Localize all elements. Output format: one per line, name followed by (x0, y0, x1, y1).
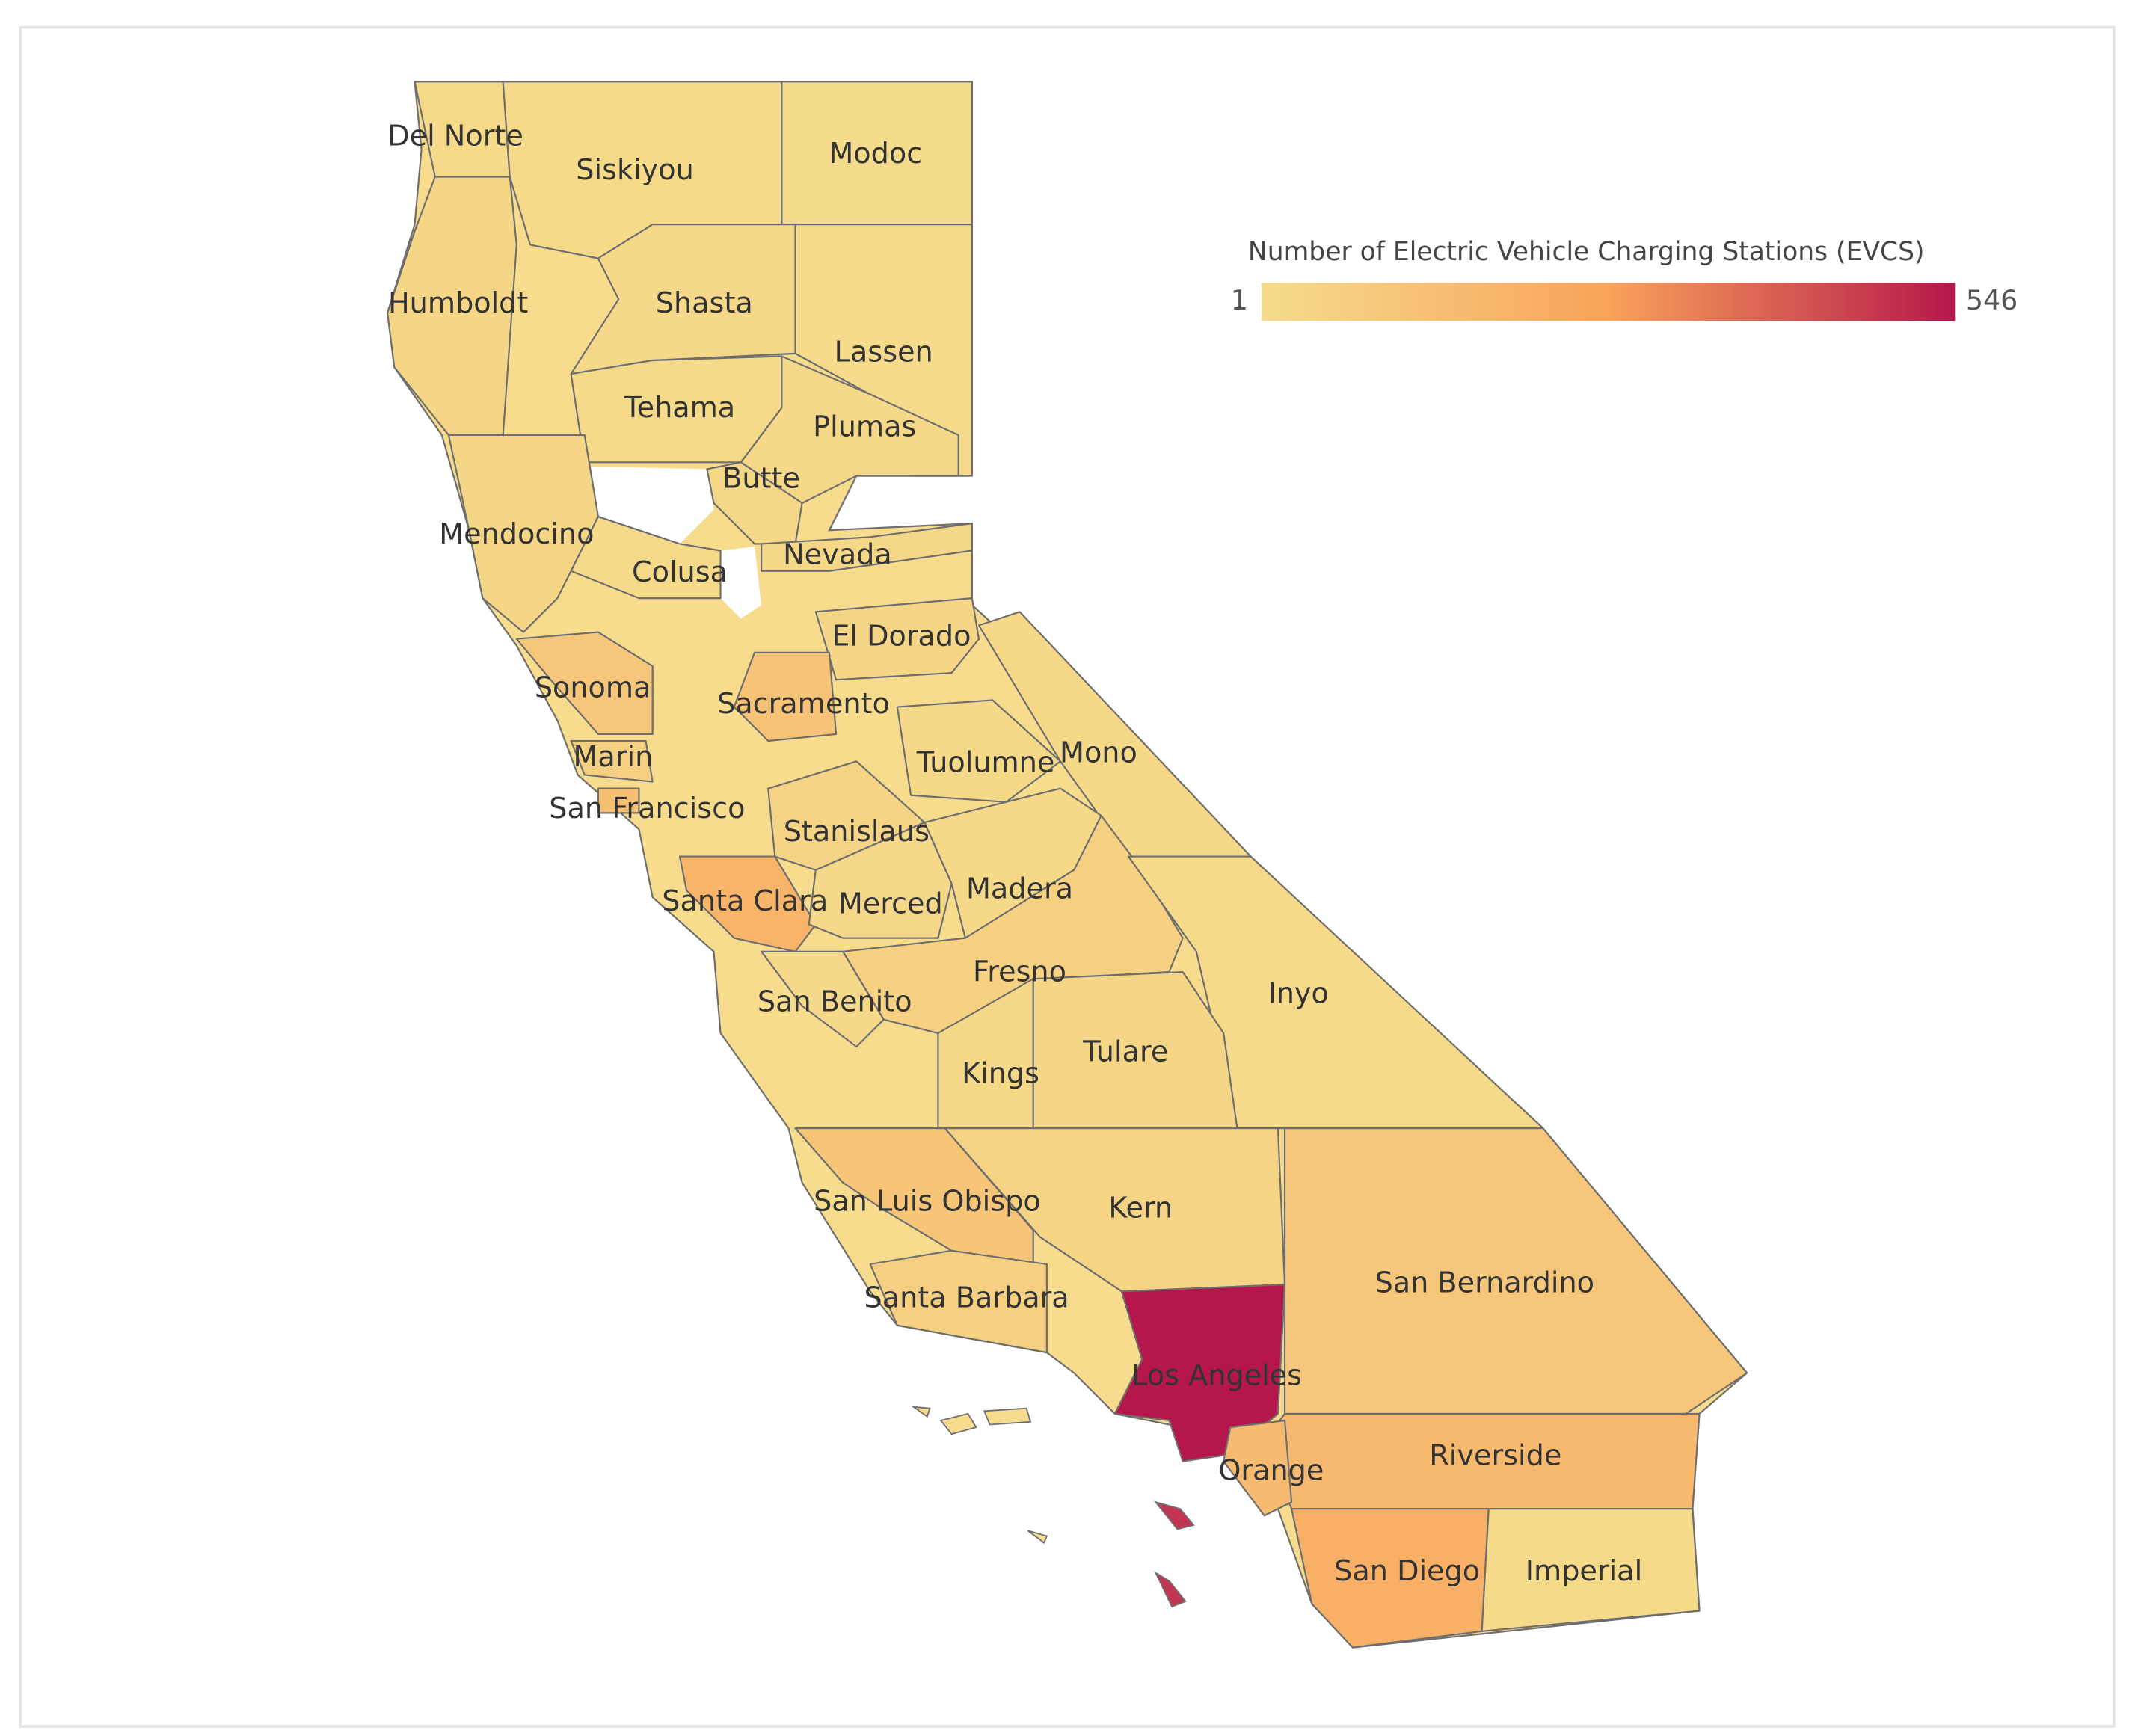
county-label: San Luis Obispo (814, 1186, 1041, 1219)
island (911, 1406, 931, 1418)
county-label: Nevada (783, 538, 892, 571)
county-label: Tuolumne (916, 746, 1055, 779)
county-label: Del Norte (387, 120, 523, 153)
county (570, 224, 796, 375)
legend-colorbar (1262, 283, 1956, 321)
county (597, 787, 640, 814)
county (896, 699, 1062, 803)
county (1481, 1508, 1701, 1632)
county-label: San Diego (1334, 1555, 1480, 1588)
legend-max: 546 (1966, 284, 2018, 316)
county (1223, 1419, 1293, 1517)
county (1113, 1284, 1286, 1462)
legend-title: Number of Electric Vehicle Charging Stat… (1248, 237, 1925, 267)
county-label: Modoc (829, 138, 922, 170)
county-label: Los Angeles (1131, 1359, 1302, 1392)
county-label: Inyo (1268, 977, 1329, 1010)
county (570, 515, 722, 600)
county-label: Merced (838, 887, 943, 920)
county (447, 434, 600, 633)
county-label: Lassen (835, 336, 933, 369)
county-label: El Dorado (832, 620, 971, 653)
county (1291, 1508, 1490, 1649)
county-label: Tehama (624, 392, 735, 425)
county-label: Fresno (973, 955, 1066, 988)
county-label: Mendocino (439, 518, 594, 551)
county-label: Sonoma (535, 671, 651, 704)
county-label: Mono (1060, 737, 1137, 770)
county (515, 631, 654, 736)
county (570, 739, 654, 783)
county (760, 950, 885, 1048)
county-label: Tulare (1082, 1036, 1168, 1069)
county-label: Madera (966, 872, 1073, 905)
island (1027, 1530, 1048, 1545)
county-label: Plumas (813, 410, 916, 443)
county-label: Stanislaus (784, 816, 930, 849)
county-label: Shasta (656, 287, 753, 320)
county (1032, 970, 1238, 1130)
county-label: Sacramento (717, 688, 890, 721)
county-label: San Francisco (549, 792, 745, 825)
county (1283, 1127, 1748, 1415)
county-label: Orange (1218, 1455, 1324, 1488)
island (983, 1407, 1032, 1426)
county-label: Kern (1108, 1192, 1173, 1225)
county-label: Santa Clara (662, 885, 828, 918)
county-label: Santa Barbara (864, 1282, 1069, 1315)
county-label: Butte (722, 462, 800, 495)
county-label: Siskiyou (576, 154, 694, 187)
county-label: Colusa (632, 556, 728, 589)
county-label: Imperial (1526, 1555, 1642, 1588)
valley-gap (720, 547, 762, 619)
county (760, 523, 973, 572)
island (939, 1412, 977, 1435)
county-label: San Benito (758, 985, 912, 1018)
county-label: Kings (962, 1058, 1039, 1091)
county (869, 1249, 1048, 1354)
island (1154, 1571, 1187, 1608)
county (733, 651, 838, 742)
county-label: San Bernardino (1375, 1267, 1595, 1300)
county-label: Marin (574, 741, 654, 774)
legend-min: 1 (1231, 284, 1248, 316)
county-label: Humboldt (388, 287, 528, 320)
county (740, 355, 959, 504)
county (814, 597, 980, 681)
county-labels: Del Norte Siskiyou Modoc Humboldt Shasta Lass… (387, 120, 1642, 1588)
island (1153, 1500, 1195, 1530)
county-label: Riverside (1429, 1440, 1561, 1473)
counties (387, 81, 1748, 1649)
